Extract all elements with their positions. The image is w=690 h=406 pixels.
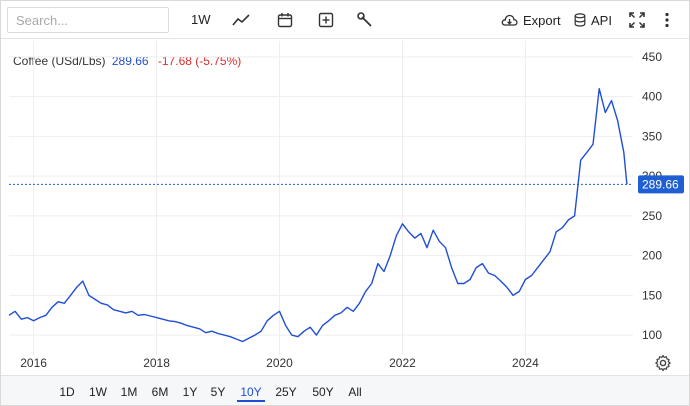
y-tick-label: 100 [642,328,662,342]
range-selector: 1D 1W 1M 6M 1Y 5Y 10Y 25Y 50Y All [1,375,689,405]
range-button-5y[interactable]: 5Y [210,385,226,399]
x-tick-label: 2022 [389,356,416,370]
search-input[interactable] [7,7,169,33]
add-indicator-icon[interactable] [315,9,337,31]
line-chart-icon[interactable] [230,9,252,31]
api-label: API [591,12,612,28]
chart-toolbar: 1W Export API [1,1,689,39]
range-button-25y[interactable]: 25Y [275,385,297,399]
range-button-1d[interactable]: 1D [59,385,75,399]
y-tick-label: 150 [642,288,662,302]
range-button-1m[interactable]: 1M [120,385,138,399]
y-tick-label: 400 [642,90,662,104]
export-button[interactable]: Export [501,9,561,31]
price-chart[interactable]: 100150200250300350400450 201620182020202… [1,39,689,375]
interval-selector[interactable]: 1W [191,12,211,27]
y-tick-label: 250 [642,209,662,223]
more-vertical-icon[interactable] [656,9,678,31]
legend-symbol-name: Coffee (USd/Lbs) [13,54,106,68]
range-button-all[interactable]: All [348,385,362,399]
price-series-line [8,88,628,343]
range-button-10y[interactable]: 10Y [237,382,265,402]
range-button-50y[interactable]: 50Y [312,385,334,399]
wrench-icon[interactable] [354,9,376,31]
legend-change: -17.68 (-5.75%) [157,54,242,68]
api-button[interactable]: API [574,9,612,31]
cloud-download-icon [501,14,518,26]
range-button-1y[interactable]: 1Y [182,385,198,399]
chart-grid [9,41,633,355]
export-label: Export [523,12,561,28]
fullscreen-icon[interactable] [626,9,648,31]
legend-price: 289.66 [111,54,149,68]
database-icon [574,13,586,27]
y-tick-label: 200 [642,249,662,263]
last-price-tag: 289.66 [638,175,684,194]
x-axis: 2016 2018 2020 2022 2024 [20,356,539,370]
x-tick-label: 2020 [266,356,293,370]
range-button-1w[interactable]: 1W [89,385,107,399]
calendar-icon[interactable] [274,9,296,31]
chart-legend: Coffee (USd/Lbs) 289.66 -17.68 (-5.75%) [13,54,241,68]
range-button-6m[interactable]: 6M [151,385,169,399]
y-tick-label: 450 [642,50,662,64]
x-tick-label: 2018 [143,356,170,370]
last-price-tag-bg [638,175,684,194]
x-tick-label: 2024 [512,356,539,370]
y-tick-label: 350 [642,129,662,143]
y-axis: 100150200250300350400450 [642,50,662,342]
last-price-tag-text: 289.66 [642,177,679,191]
x-tick-label: 2016 [20,356,47,370]
settings-gear-icon[interactable] [654,354,672,372]
